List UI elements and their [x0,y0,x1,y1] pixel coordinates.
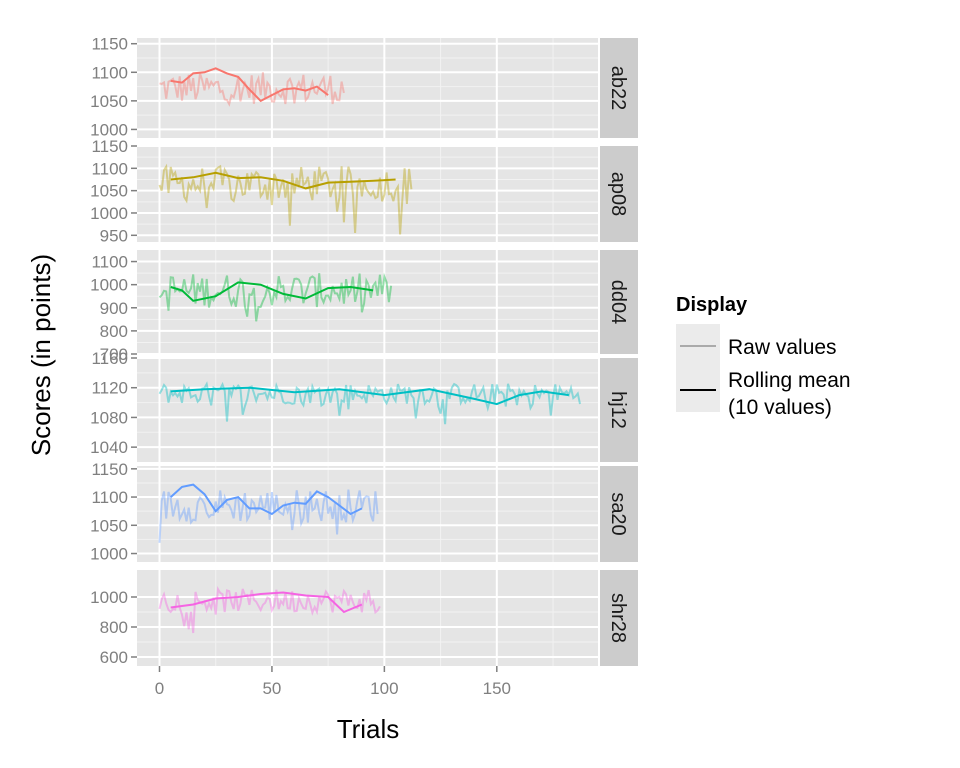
y-tick-label: 1050 [90,92,128,111]
strip-label-sa20: sa20 [607,492,629,535]
y-tick-label: 900 [100,299,128,318]
rolling-mean-line-hj12 [170,386,569,406]
panel-background [137,146,598,242]
raw-values-line-ab22 [159,72,345,107]
rolling-mean-line-ap08 [170,171,396,190]
panels-layer: 1000 1050 1100 1150 ab22 950 1000 1050 1100 1150 a… [90,35,638,667]
strip-background [600,250,638,354]
x-tick-label: 50 [262,679,281,698]
strip-background [600,38,638,138]
y-tick-label: 1150 [91,460,128,479]
y-tick-label: 700 [100,345,128,364]
y-tick-label: 1100 [91,159,128,178]
y-tick-label: 1050 [90,182,128,201]
legend-title: Display [676,294,748,316]
y-tick-label: 1150 [91,137,128,156]
panel-ab22: 1000 1050 1100 1150 ab22 [90,35,638,139]
y-tick-label: 1000 [90,545,128,564]
y-tick-label: 1000 [90,588,128,607]
panel-background [137,250,598,354]
x-axis-title: Trials [337,714,400,744]
y-tick-label: 1000 [90,276,128,295]
panel-background [137,38,598,138]
strip-label-shr28: shr28 [607,593,629,643]
y-tick-label: 1000 [90,204,128,223]
raw-values-line-hj12 [158,381,581,425]
strip-label-dd04: dd04 [607,280,629,325]
rolling-mean-line-shr28 [170,591,363,614]
strip-background [600,466,638,562]
y-tick-label: 950 [100,226,128,245]
y-tick-label: 1160 [91,349,128,368]
raw-values-line-shr28 [158,586,381,634]
strip-background [600,570,638,666]
x-axis: 0 50 100 150 [155,666,511,698]
x-tick-label: 100 [370,679,398,698]
x-tick-label: 150 [483,679,511,698]
y-tick-label: 800 [100,618,128,637]
strip-background [600,146,638,242]
y-tick-label: 1120 [91,379,128,398]
y-tick-label: 1100 [91,63,128,82]
rolling-mean-line-ab22 [170,67,329,103]
y-tick-label: 800 [100,322,128,341]
panel-sa20: 1000 1050 1100 1150 sa20 [90,460,638,564]
strip-background [600,358,638,462]
legend-label-raw: Raw values [728,336,837,359]
y-tick-label: 1080 [90,408,128,427]
panel-shr28: 600 800 1000 shr28 [90,570,638,667]
panel-background [137,358,598,462]
strip-label-ap08: ap08 [607,172,629,217]
rolling-mean-line-sa20 [170,483,363,516]
panel-background [137,570,598,666]
x-tick-label: 0 [155,679,164,698]
y-axis-title: Scores (in points) [26,254,56,456]
y-tick-label: 1050 [90,516,128,535]
y-tick-label: 1100 [91,488,128,507]
strip-label-ab22: ab22 [607,66,629,111]
panel-background [137,466,598,562]
y-tick-label: 600 [100,648,128,667]
panel-hj12: 1040 1080 1120 1160 hj12 [90,349,638,462]
panel-dd04: 700 800 900 1000 1100 dd04 [90,250,638,364]
panel-ap08: 950 1000 1050 1100 1150 ap08 [90,137,638,245]
y-tick-label: 1040 [90,438,128,457]
legend: Display Raw values Rolling mean (10 valu… [676,294,851,419]
legend-label-rolling-1: Rolling mean [728,369,851,392]
strip-label-hj12: hj12 [607,391,629,429]
raw-values-line-dd04 [158,272,393,322]
y-tick-label: 1100 [91,253,128,272]
rolling-mean-line-dd04 [170,281,374,302]
y-tick-label: 1000 [90,120,128,139]
raw-values-line-sa20 [158,489,379,543]
y-tick-label: 1150 [91,35,128,54]
legend-label-rolling-2: (10 values) [728,396,832,419]
